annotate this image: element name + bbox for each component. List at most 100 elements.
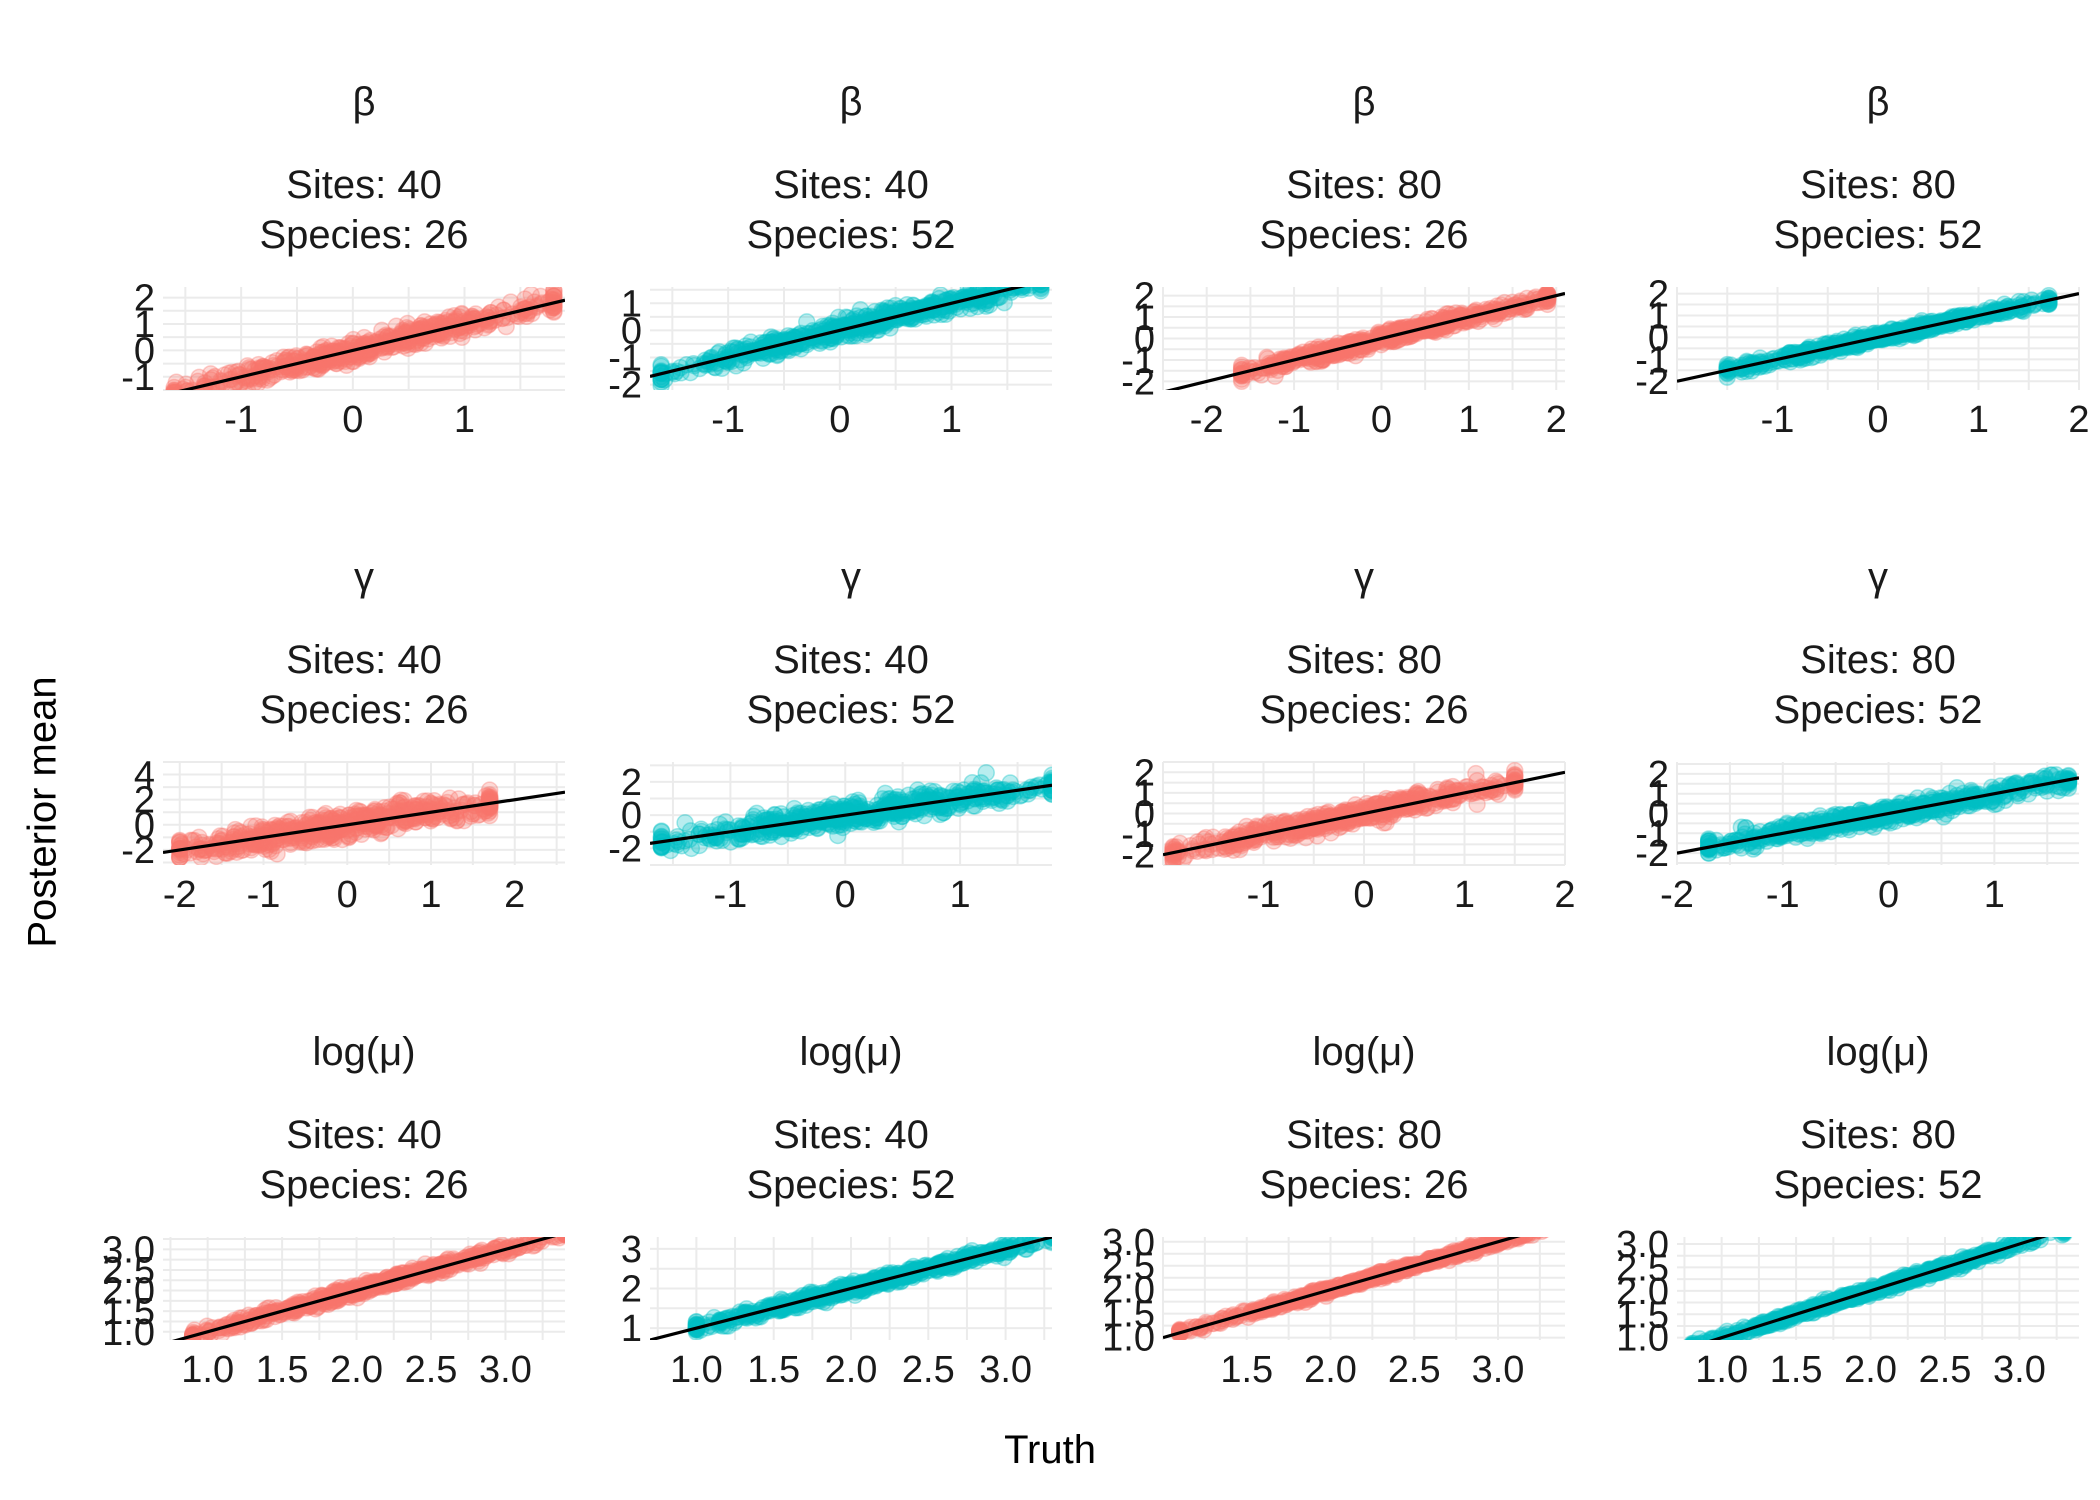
panel-species-label: Species: 26 (1259, 213, 1468, 257)
scatter-point (171, 832, 189, 851)
scatter-point (1034, 287, 1048, 290)
scatter-point (167, 384, 184, 390)
scatter-point (727, 357, 745, 375)
x-tick-label: -1 (1277, 399, 1311, 441)
scatter-point (995, 293, 1013, 312)
scatter-point (944, 782, 963, 801)
scatter-point (721, 833, 740, 851)
scatter-point (399, 339, 417, 357)
scatter-point (166, 392, 182, 408)
panel-parameter-label: β (1866, 80, 1889, 124)
x-tick-label: 1 (420, 874, 441, 916)
panel-sites-label: Sites: 40 (773, 163, 929, 207)
scatter-point (502, 293, 520, 311)
scatter-point (309, 360, 328, 378)
scatter-point (977, 297, 995, 315)
scatter-series (1232, 287, 1557, 390)
panel-parameter-label: γ (1868, 555, 1888, 599)
scatter-point (1032, 287, 1050, 297)
y-tick-label: -1 (121, 357, 155, 399)
x-tick-label: 0 (1867, 399, 1888, 441)
scatter-point (866, 302, 884, 321)
scatter-point (440, 308, 458, 326)
x-tick-label: 1 (454, 399, 475, 441)
panel-parameter-label: γ (841, 555, 861, 599)
x-tick-label: -2 (1190, 399, 1224, 441)
scatter-point (1033, 267, 1049, 283)
scatter-point (184, 392, 200, 408)
x-tick-label: -1 (711, 399, 745, 441)
x-tick-label: 0 (1353, 874, 1374, 916)
scatter-point (676, 814, 694, 832)
x-tick-label: 1 (1968, 399, 1989, 441)
scatter-point (1032, 287, 1050, 293)
panel-sites-label: Sites: 80 (1800, 163, 1956, 207)
x-tick-label: 0 (829, 399, 850, 441)
scatter-point (389, 796, 408, 814)
scatter-point (165, 381, 183, 390)
scatter-point (398, 314, 417, 333)
y-tick-label: 2 (1134, 276, 1155, 318)
x-tick-label: -1 (247, 874, 281, 916)
scatter-point (1002, 287, 1020, 301)
scatter-point (873, 301, 891, 320)
scatter-point (192, 848, 210, 865)
x-tick-label: 2 (1554, 874, 1575, 916)
scatter-point (838, 309, 857, 327)
scatter-point (165, 383, 183, 390)
scatter-point (857, 325, 875, 344)
scatter-point (652, 377, 670, 390)
y-tick-label: 4 (134, 755, 155, 797)
scatter-point (337, 356, 356, 375)
scatter-point (167, 373, 186, 390)
identity-line (1165, 291, 1565, 390)
x-tick-label: 1 (1458, 399, 1479, 441)
panel-species-label: Species: 52 (746, 688, 955, 732)
scatter-point (1032, 287, 1050, 294)
panel-species-label: Species: 26 (259, 213, 468, 257)
x-tick-label: 0 (342, 399, 363, 441)
scatter-point (165, 378, 183, 390)
identity-line (178, 298, 565, 390)
panel-parameter-label: β (352, 80, 375, 124)
x-tick-label: -1 (1761, 399, 1795, 441)
scatter-point (1015, 287, 1033, 295)
scatter-point (201, 365, 220, 383)
scatter-point (1034, 287, 1048, 290)
panel-sites-label: Sites: 80 (1286, 638, 1442, 682)
scatter-point (345, 811, 364, 830)
panel-species-label: Species: 26 (259, 688, 468, 732)
x-tick-label: 1 (941, 399, 962, 441)
scatter-point (166, 384, 183, 390)
scatter-point (1029, 287, 1041, 289)
scatter-point (931, 287, 950, 304)
x-tick-label: 2 (504, 874, 525, 916)
y-tick-label: 2 (621, 762, 642, 804)
y-tick-label: 1 (621, 283, 642, 325)
scatter-point (886, 296, 905, 315)
x-tick-label: -1 (224, 399, 258, 441)
scatter-point (166, 385, 182, 390)
scatter-point (309, 359, 327, 378)
scatter-point (798, 313, 816, 331)
scatter-point (1032, 287, 1050, 294)
scatter-point (355, 328, 373, 347)
scatter-point (768, 346, 786, 365)
panel-species-label: Species: 52 (1773, 213, 1982, 257)
scatter-point (980, 296, 999, 314)
scatter-point (344, 352, 363, 371)
x-tick-label: 0 (835, 874, 856, 916)
y-tick-label: 0 (134, 330, 155, 372)
scatter-point (522, 287, 540, 304)
y-tick-label: 2 (1134, 752, 1155, 794)
scatter-point (1023, 287, 1041, 294)
scatter-point (360, 347, 379, 366)
panel-parameter-label: γ (354, 555, 374, 599)
scatter-point (177, 375, 195, 390)
scatter-point (453, 328, 471, 347)
panel-sites-label: Sites: 40 (773, 638, 929, 682)
scatter-point (1032, 287, 1050, 298)
